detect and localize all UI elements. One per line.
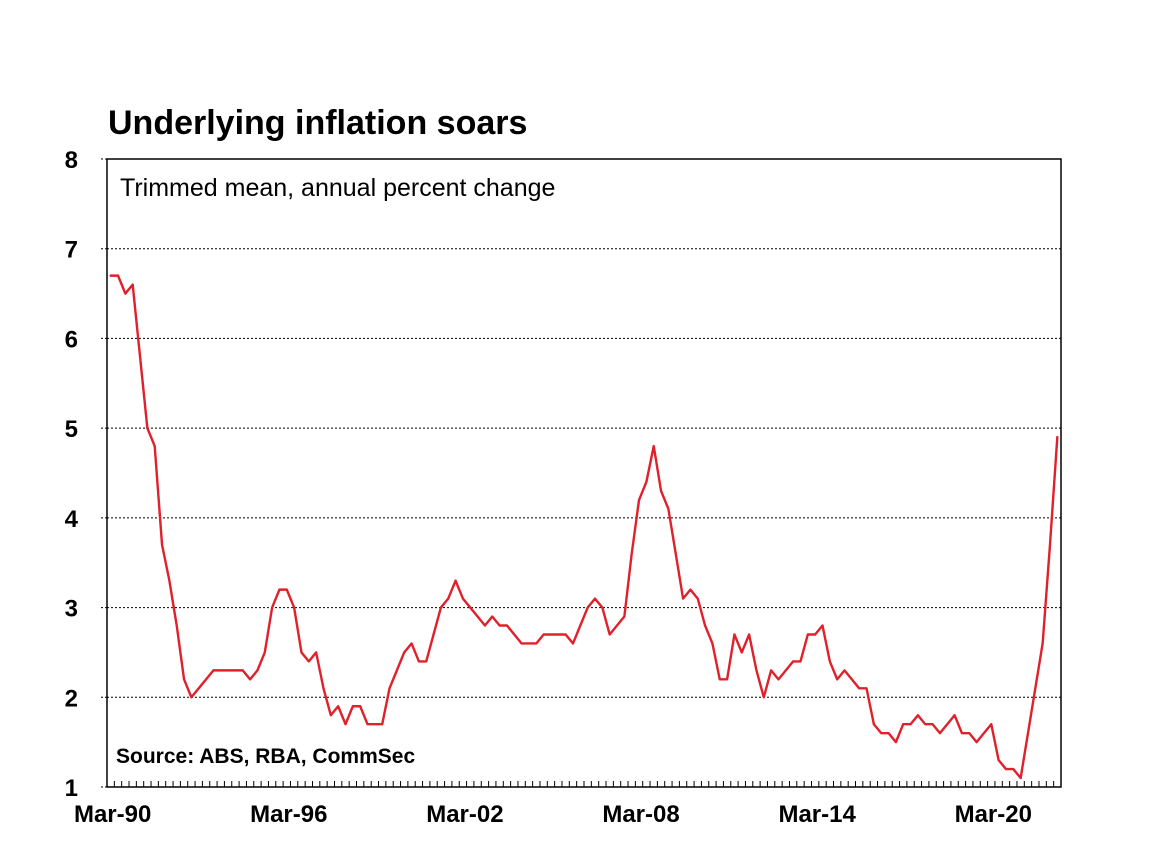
axis-ticks — [101, 158, 1062, 788]
y-tick-label-8: 8 — [65, 147, 78, 174]
y-tick-label-7: 7 — [65, 237, 78, 264]
chart-subtitle: Trimmed mean, annual percent change — [120, 174, 555, 202]
trimmed-mean-series-line — [109, 274, 1059, 780]
plot-area-frame — [106, 158, 1062, 788]
chart-title: Underlying inflation soars — [108, 104, 527, 142]
y-tick-label-3: 3 — [65, 596, 78, 623]
x-tick-label-mar-14: Mar-14 — [778, 801, 856, 828]
y-tick-label-4: 4 — [65, 506, 79, 533]
gridlines — [107, 248, 1061, 698]
source-note: Source: ABS, RBA, CommSec — [116, 745, 415, 768]
x-tick-label-mar-90: Mar-90 — [74, 801, 151, 828]
y-tick-label-6: 6 — [65, 326, 78, 353]
x-tick-label-mar-02: Mar-02 — [426, 801, 503, 828]
y-tick-label-1: 1 — [65, 775, 78, 802]
y-tick-label-2: 2 — [65, 685, 78, 712]
x-axis-tick-labels: Mar-90 Mar-96 Mar-02 Mar-08 Mar-14 Mar-20 — [74, 801, 1032, 828]
x-tick-label-mar-08: Mar-08 — [602, 801, 679, 828]
x-tick-label-mar-96: Mar-96 — [250, 801, 327, 828]
x-tick-label-mar-20: Mar-20 — [955, 801, 1032, 828]
y-tick-label-5: 5 — [65, 416, 78, 443]
y-axis-tick-labels: 1 2 3 4 5 6 7 8 — [65, 147, 79, 802]
